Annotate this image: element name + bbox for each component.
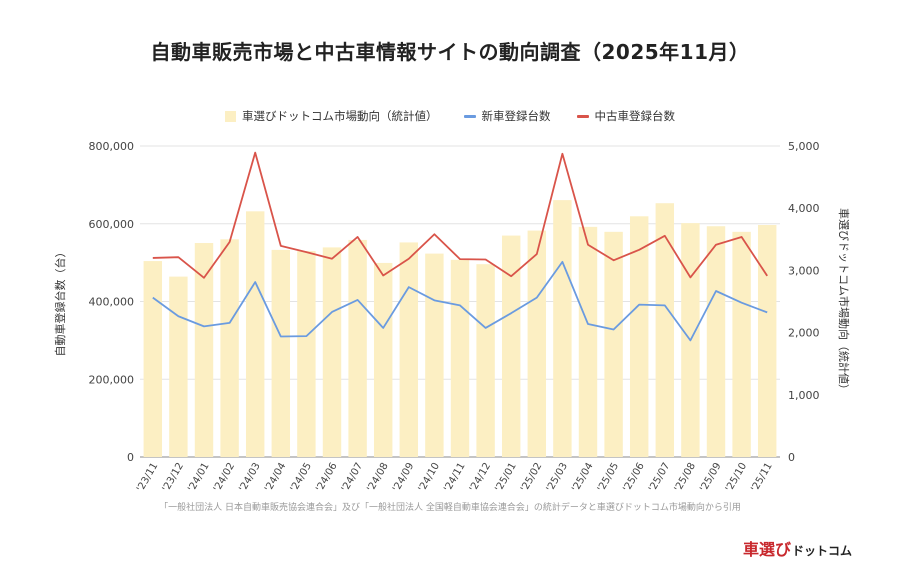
y-axis-title: 自動車登録台数（台） — [53, 247, 67, 357]
bar — [425, 253, 444, 457]
x-tick-label: '25/08 — [673, 461, 698, 494]
y2-tick-label: 2,000 — [788, 327, 820, 340]
bar — [348, 239, 367, 457]
legend-label-used-car: 中古車登録台数 — [594, 109, 676, 123]
y-tick-label: 600,000 — [89, 218, 135, 231]
line-used-car — [152, 151, 768, 279]
bar — [169, 276, 188, 457]
bar — [399, 242, 419, 457]
bar — [220, 239, 239, 457]
bar — [604, 231, 623, 457]
x-tick-label: '24/01 — [186, 461, 211, 494]
bar — [297, 251, 316, 457]
legend-item-bar: 車選びドットコム市場動向（統計値） — [225, 108, 438, 124]
bar — [245, 211, 265, 457]
logo-sub-text: ドットコム — [791, 544, 852, 558]
legend-item-new-car: 新車登録台数 — [463, 108, 551, 124]
legend: 車選びドットコム市場動向（統計値） 新車登録台数 中古車登録台数 — [0, 108, 900, 124]
bar — [629, 216, 649, 457]
x-tick-label: '24/03 — [237, 461, 262, 494]
x-tick-label: '25/10 — [724, 461, 749, 494]
bar — [732, 231, 751, 457]
y2-tick-label: 4,000 — [788, 202, 820, 215]
bar — [373, 262, 393, 457]
x-tick-label: '25/09 — [698, 461, 723, 494]
bar — [655, 203, 675, 457]
y-tick-label: 0 — [127, 451, 134, 464]
x-tick-label: '24/05 — [289, 461, 314, 494]
bar — [527, 230, 547, 457]
x-tick-label: '23/11 — [135, 461, 160, 494]
y2-tick-label: 1,000 — [788, 389, 820, 402]
x-tick-label: '25/01 — [493, 461, 518, 494]
brand-logo: 車選び ドットコム — [743, 536, 852, 560]
y2-axis-title: 車選びドットコム市場動向（統計値） — [837, 208, 851, 395]
bar — [194, 243, 214, 457]
x-tick-label: '24/09 — [391, 461, 416, 494]
legend-swatch-used-car — [576, 114, 589, 118]
x-tick-label: '24/12 — [468, 461, 493, 494]
bar — [578, 226, 598, 457]
bar — [476, 264, 495, 457]
x-tick-label: '25/04 — [570, 461, 595, 494]
legend-label-new-car: 新車登録台数 — [481, 109, 551, 123]
x-tick-label: '25/11 — [749, 461, 774, 494]
bar — [450, 259, 470, 457]
logo-main-text: 車選び — [742, 540, 791, 559]
bar — [757, 224, 777, 457]
x-tick-label: '25/03 — [545, 461, 570, 494]
bar — [143, 261, 163, 457]
y2-tick-label: 3,000 — [788, 264, 820, 277]
x-tick-label: '24/06 — [314, 461, 339, 494]
x-tick-label: '24/08 — [365, 461, 390, 494]
legend-label-bar: 車選びドットコム市場動向（統計値） — [242, 109, 438, 123]
x-tick-label: '25/05 — [596, 461, 621, 494]
x-tick-label: '24/07 — [340, 461, 365, 494]
y2-tick-label: 0 — [788, 451, 795, 464]
legend-swatch-bar — [225, 110, 236, 122]
legend-swatch-new-car — [463, 114, 476, 118]
bar — [501, 235, 521, 457]
x-tick-label: '25/02 — [519, 461, 544, 494]
chart-title: 自動車販売市場と中古車情報サイトの動向調査（2025年11月） — [150, 40, 750, 64]
bar — [553, 200, 572, 457]
x-tick-label: '25/06 — [621, 461, 646, 494]
y-tick-label: 800,000 — [89, 140, 135, 153]
x-tick-label: '25/07 — [647, 461, 672, 494]
x-tick-label: '24/10 — [417, 461, 442, 494]
y2-tick-label: 5,000 — [788, 140, 820, 153]
x-tick-label: '24/04 — [263, 461, 288, 494]
y-tick-label: 200,000 — [89, 373, 135, 386]
bar — [706, 226, 726, 457]
bar — [322, 247, 342, 457]
legend-item-used-car: 中古車登録台数 — [576, 108, 676, 124]
bar — [271, 249, 291, 457]
x-tick-label: '23/12 — [161, 461, 186, 494]
line-new-car — [152, 260, 768, 342]
x-tick-label: '24/02 — [212, 461, 237, 494]
x-tick-label: '24/11 — [442, 461, 467, 494]
y-tick-label: 400,000 — [89, 296, 135, 309]
source-note: 「一般社団法人 日本自動車販売協会連合会」及び「一般社団法人 全国軽自動車協会連… — [159, 503, 741, 513]
